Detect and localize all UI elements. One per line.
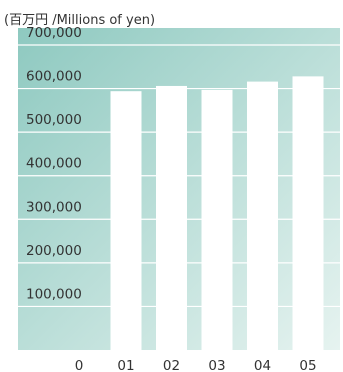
y-tick-label: 300,000 <box>26 199 82 215</box>
bar-02 <box>156 85 187 350</box>
x-tick-label: 03 <box>208 358 225 372</box>
x-tick-label: 04 <box>254 358 271 372</box>
x-origin-label: 0 <box>75 358 84 372</box>
x-tick-label: 02 <box>163 358 180 372</box>
y-tick-labels: 100,000 200,000 300,000 400,000 500,000 600,0… <box>26 25 82 302</box>
bars <box>110 76 324 350</box>
y-tick-label: 700,000 <box>26 25 82 41</box>
unit-label: (百万円 /Millions of yen) <box>4 13 156 28</box>
y-tick-label: 500,000 <box>26 112 82 128</box>
x-tick-label: 05 <box>299 358 316 372</box>
bar-01 <box>110 91 142 350</box>
y-tick-label: 600,000 <box>26 69 82 85</box>
x-tick-label: 01 <box>117 358 134 372</box>
y-tick-label: 400,000 <box>26 156 82 172</box>
bar-03 <box>201 89 233 350</box>
bar-04 <box>247 81 278 350</box>
y-tick-label: 100,000 <box>26 286 82 302</box>
y-tick-label: 200,000 <box>26 243 82 259</box>
bar-05 <box>292 76 324 350</box>
x-tick-labels: 0 01 02 03 04 05 <box>75 358 317 372</box>
